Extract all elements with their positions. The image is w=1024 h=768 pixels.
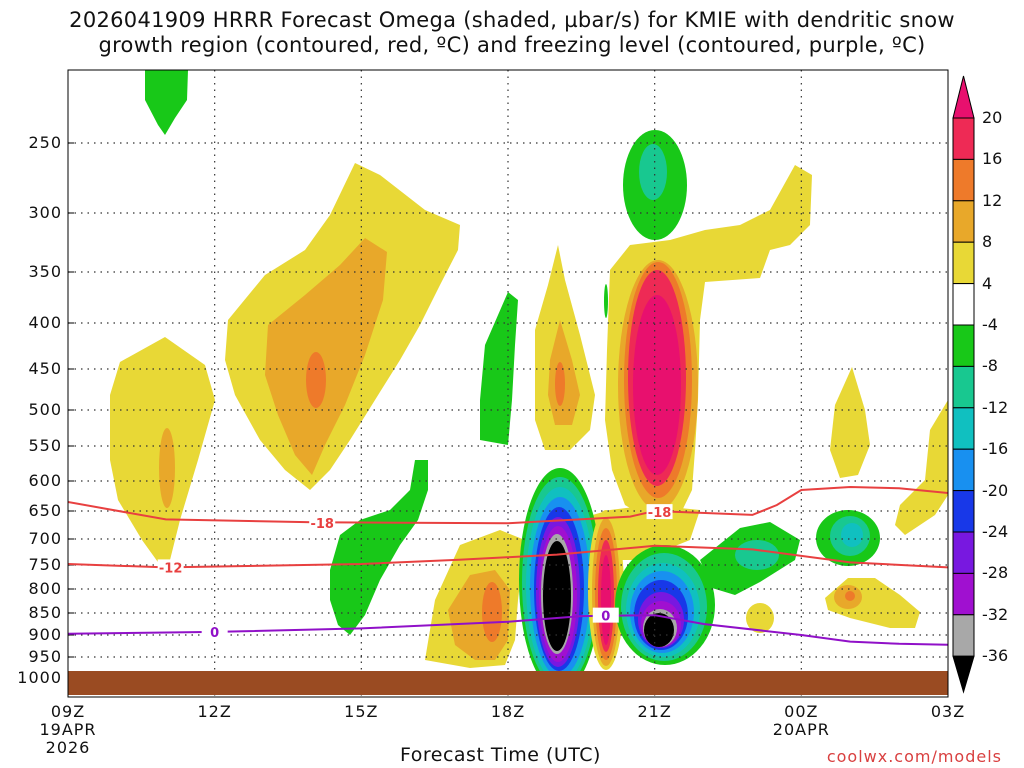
colorbar-band-5 [952,324,975,367]
ytick-label-250: 250 [28,133,62,152]
colorbar-band-1 [952,158,975,202]
x-axis-title: Forecast Time (UTC) [400,744,601,766]
colorbar-label-1: 16 [982,149,1003,169]
chart-title-line2: growth region (contoured, red, ºC) and f… [98,33,926,57]
ytick-label-1000: 1000 [17,668,62,687]
omega-area-green-diagonal [330,460,428,635]
freezing-label-b-bg [592,607,619,623]
omega-area-green-sliver [604,284,608,318]
omega-area-orange-ridge [265,238,387,475]
omega-area-yellow-edge [895,400,948,535]
ytick-label-800: 800 [28,579,62,598]
ytick-label-450: 450 [28,359,62,378]
omega-area-black-19z [543,541,571,651]
omega-area-green-top-left [145,70,188,135]
dendritic-contour-1 [68,544,948,569]
xtick-label-12Z: 12Z [197,702,232,721]
colorbar-label-4: 4 [982,273,993,293]
omega-area-magenta-20z [601,555,611,645]
xtick-label-15Z: 15Z [344,702,379,721]
colorbar-label-6: -8 [982,356,998,376]
ytick-label-600: 600 [28,471,62,490]
colorbar-band-2 [952,200,975,243]
ytick-label-350: 350 [28,262,62,281]
omega-area-orange-lower-core [482,582,502,642]
freezing-label-a-bg [201,623,228,639]
freezing-level-contour [68,614,948,646]
colorbar [952,75,975,694]
omega-area-yellow-small [746,603,774,633]
xtick-date-20APR: 20APR [772,720,830,739]
colorbar-band-12 [952,614,975,657]
colorbar-band-6 [952,365,975,409]
colorbar-label-5: -4 [982,315,998,334]
colorbar-band-8 [952,448,975,492]
gridlines [68,70,948,697]
xtick-date-19APR: 19APR [39,720,97,739]
colorbar-bottom-triangle [952,655,975,694]
contour-label-18a-bg [309,514,336,530]
colorbar-band-7 [952,407,975,450]
omega-area-yellow-far-right [830,367,870,478]
omega-area-magenta-21z [633,295,681,475]
xtick-label-18Z: 18Z [490,702,526,721]
contour-label-18a: -18 [310,517,334,532]
ytick-label-300: 300 [28,203,62,222]
plot-frame [67,69,949,698]
xtick-label-21Z: 21Z [637,702,672,721]
xtick-label-09Z: 09Z [50,702,86,721]
omega-area-teal-mid-right [735,540,779,570]
colorbar-label-3: 8 [982,232,993,252]
colorbar-band-3 [952,241,975,285]
omega-area-orange-plume-core [555,362,565,406]
colorbar-label-7: -12 [982,397,1009,417]
colorbar-band-10 [952,531,975,574]
ytick-label-900: 900 [28,625,62,644]
ytick-label-950: 950 [28,647,62,666]
colorbar-band-0 [952,117,975,160]
colorbar-band-11 [952,572,975,616]
ytick-label-500: 500 [28,400,62,419]
contour-label-18b-bg [646,504,673,520]
ytick-label-850: 850 [28,603,62,622]
terrain-bar [68,671,948,695]
ytick-label-650: 650 [28,501,62,520]
colorbar-label-2: 12 [982,190,1003,210]
freezing-label-a: 0 [210,626,219,641]
contour-label-12-bg [157,559,184,575]
omega-area-cyan-right [841,523,863,547]
colorbar-label-9: -20 [982,480,1009,500]
ytick-label-400: 400 [28,313,62,332]
credit-text: coolwx.com/models [826,747,1002,766]
omega-area-orange-left [159,428,175,508]
ytick-label-700: 700 [28,529,62,548]
freezing-label-b: 0 [601,610,610,625]
chart-title-line1: 2026041909 HRRR Forecast Omega (shaded, … [69,8,955,32]
colorbar-label-12: -32 [982,604,1009,624]
xtick-label-00Z: 00Z [784,702,819,721]
contour-label-12: -12 [159,561,183,576]
colorbar-label-11: -28 [982,563,1009,583]
contour-layer: -18 -18 -12 0 0 [68,485,948,646]
omega-area-orange-core [306,352,326,408]
contour-label-18b: -18 [648,506,672,521]
ytick-label-550: 550 [28,436,62,455]
omega-area-black-21z-low [644,613,674,647]
omega-area-teal-top [639,144,667,200]
colorbar-label-13: -36 [982,646,1009,666]
omega-area-orange-dot [845,591,855,601]
colorbar-label-8: -16 [982,439,1009,459]
colorbar-label-10: -24 [982,522,1009,541]
colorbar-label-0: 20 [982,108,1003,127]
xtick-year-2026: 2026 [45,738,91,757]
colorbar-band-9 [952,490,975,533]
ytick-label-750: 750 [28,555,62,574]
dendritic-contour-0 [68,485,948,525]
colorbar-band-4 [952,283,975,326]
xtick-label-03Z: 03Z [930,702,966,721]
colorbar-top-triangle [952,75,975,119]
